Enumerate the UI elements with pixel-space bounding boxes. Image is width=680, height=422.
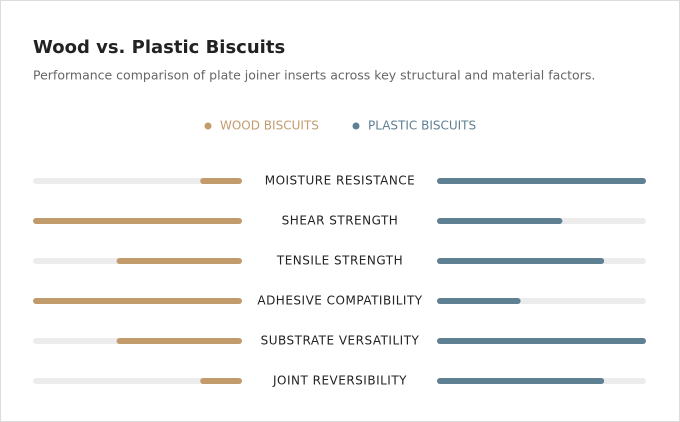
category-label: SHEAR STRENGTH <box>282 214 399 228</box>
chart-title: Wood vs. Plastic Biscuits <box>33 37 285 58</box>
bar <box>116 258 242 264</box>
bar <box>200 178 242 184</box>
legend-swatch <box>352 122 360 130</box>
bar <box>116 338 242 344</box>
bar <box>437 378 605 384</box>
legend-swatch <box>204 122 212 130</box>
legend-label: PLASTIC BISCUITS <box>368 119 476 133</box>
chart-subtitle: Performance comparison of plate joiner i… <box>33 68 595 83</box>
bar <box>437 338 646 344</box>
bar <box>437 178 646 184</box>
category-label: SUBSTRATE VERSATILITY <box>261 334 420 348</box>
category-label: TENSILE STRENGTH <box>276 254 403 268</box>
category-label: MOISTURE RESISTANCE <box>265 174 416 188</box>
bar <box>437 258 605 264</box>
bar <box>200 378 242 384</box>
legend-label: WOOD BISCUITS <box>220 119 319 133</box>
bar <box>437 298 521 304</box>
track <box>33 378 242 384</box>
category-label: JOINT REVERSIBILITY <box>272 374 407 388</box>
bar <box>33 298 242 304</box>
category-label: ADHESIVE COMPATIBILITY <box>257 294 422 308</box>
bar <box>437 218 563 224</box>
track <box>33 178 242 184</box>
bar <box>33 218 242 224</box>
